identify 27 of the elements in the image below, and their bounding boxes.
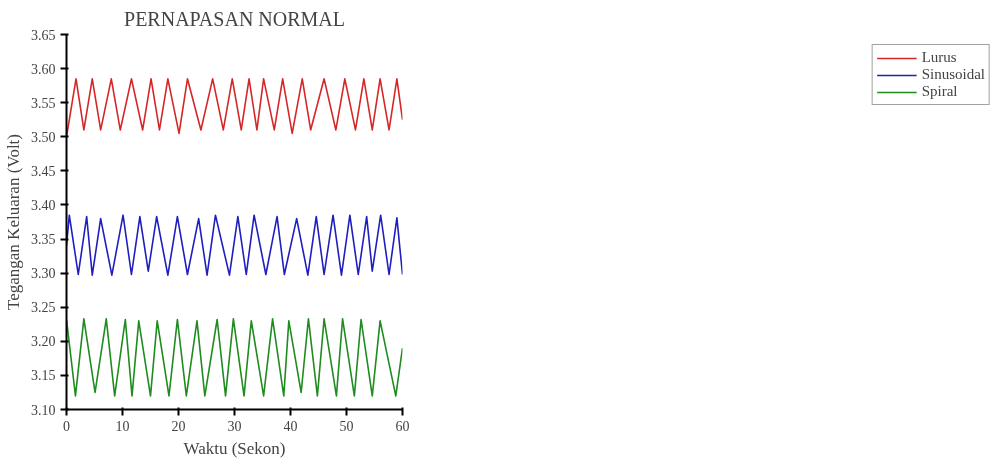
x-tick-label: 50 bbox=[339, 418, 354, 434]
x-tick-label: 60 bbox=[395, 418, 410, 434]
x-tick-label: 10 bbox=[115, 418, 130, 434]
y-tick-label: 3.30 bbox=[31, 266, 56, 282]
y-tick-label: 3.40 bbox=[31, 197, 56, 213]
line-series bbox=[66, 318, 403, 397]
y-tick-label: 3.50 bbox=[31, 129, 56, 145]
y-tick-label: 3.10 bbox=[31, 402, 56, 418]
x-tick-label: 30 bbox=[227, 418, 242, 434]
y-tick-label: 3.25 bbox=[31, 300, 56, 316]
y-tick-label: 3.55 bbox=[31, 95, 56, 111]
y-tick-label: 3.20 bbox=[31, 334, 56, 350]
line-series bbox=[66, 214, 403, 276]
legend-label: Spiral bbox=[921, 83, 958, 100]
y-tick-label: 3.15 bbox=[31, 368, 56, 384]
y-tick-label: 3.60 bbox=[31, 61, 56, 77]
legend-label: Lurus bbox=[921, 49, 957, 66]
y-axis-title: Tegangan Keluaran (Volt) bbox=[4, 133, 23, 310]
x-tick-label: 0 bbox=[63, 418, 70, 434]
y-tick-label: 3.35 bbox=[31, 232, 56, 248]
chart-title: PERNAPASAN NORMAL bbox=[124, 7, 345, 30]
legend-label: Sinusoidal bbox=[921, 66, 985, 83]
x-tick-label: 40 bbox=[283, 418, 298, 434]
y-tick-label: 3.65 bbox=[31, 27, 56, 43]
x-tick-label: 20 bbox=[171, 418, 186, 434]
x-axis-title: Waktu (Sekon) bbox=[183, 438, 286, 458]
y-tick-label: 3.45 bbox=[31, 163, 56, 179]
